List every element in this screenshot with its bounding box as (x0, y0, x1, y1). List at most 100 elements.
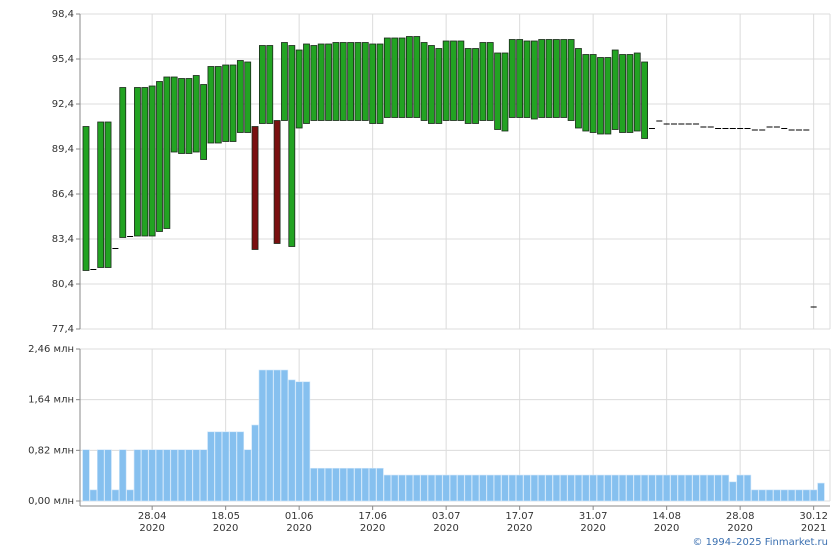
candle (759, 129, 766, 131)
bar (471, 474, 480, 502)
candle (656, 120, 663, 122)
x-tick-label: 17.07 (505, 511, 534, 522)
y-tick-label: 0,82 млн (28, 445, 74, 456)
candle (523, 40, 531, 118)
candle (597, 57, 604, 135)
bar (457, 474, 465, 502)
candle (413, 36, 421, 118)
candle (810, 306, 817, 308)
bar (390, 474, 399, 502)
bar (236, 431, 245, 502)
bar (126, 489, 134, 502)
bar (501, 474, 509, 502)
candle (803, 129, 810, 131)
bar (574, 474, 583, 502)
candle (354, 42, 362, 121)
bar (141, 449, 149, 502)
candle (611, 49, 619, 130)
candle (288, 45, 296, 247)
bar (655, 474, 664, 502)
candle (244, 61, 252, 133)
bar (493, 474, 502, 502)
bar (515, 474, 524, 502)
candle (148, 85, 156, 237)
candle (737, 128, 744, 129)
bar (479, 474, 487, 502)
y-tick-label: 77,4 (52, 324, 74, 335)
bar (221, 431, 230, 502)
bar (148, 449, 156, 502)
candle (457, 40, 465, 121)
bar (280, 369, 289, 502)
bar (273, 369, 281, 502)
candle (464, 48, 472, 124)
candle (200, 84, 208, 160)
candle (678, 123, 685, 125)
candle (693, 123, 700, 125)
candle (442, 40, 450, 121)
x-tick-label: 03.07 (432, 511, 461, 522)
candle (163, 76, 171, 229)
x-tick-label: 17.06 (358, 511, 387, 522)
candle (751, 129, 758, 131)
candle (619, 54, 626, 133)
candle (420, 42, 428, 121)
candle (781, 128, 788, 129)
bar (773, 489, 781, 502)
x-tick-label: 01.06 (285, 511, 314, 522)
candle (214, 66, 222, 144)
candle (773, 126, 780, 128)
bar (163, 449, 171, 502)
bar (596, 474, 605, 502)
candle (766, 126, 773, 128)
bar (185, 449, 193, 502)
x-tick-year: 2021 (801, 523, 826, 534)
bar (295, 381, 303, 502)
candle (295, 49, 303, 129)
bar (302, 381, 311, 502)
candle (361, 42, 369, 121)
candle (788, 129, 795, 131)
x-tick-year: 2020 (286, 523, 311, 534)
bar (817, 482, 825, 502)
candle (273, 120, 281, 244)
y-tick-label: 2,46 млн (28, 344, 74, 355)
bar (346, 467, 355, 502)
bar (266, 369, 274, 502)
bar (192, 449, 200, 502)
bar (82, 449, 90, 502)
candle (119, 87, 127, 238)
y-tick-label: 89,4 (52, 144, 74, 155)
bar (560, 474, 568, 502)
bar (589, 474, 597, 502)
bar (552, 474, 561, 502)
bar (435, 474, 443, 502)
candle (391, 37, 399, 118)
bar (251, 424, 259, 502)
bar (361, 467, 369, 502)
candle (700, 126, 707, 128)
candle (134, 87, 141, 237)
bar (119, 449, 127, 502)
candle (178, 78, 185, 154)
candle (310, 45, 318, 121)
bar (633, 474, 641, 502)
bar (339, 467, 347, 502)
bar (427, 474, 436, 502)
candle (258, 45, 266, 124)
candle (472, 48, 479, 124)
candle (663, 123, 670, 125)
candle (729, 128, 736, 129)
candle (369, 43, 377, 124)
bar (405, 474, 414, 502)
bar (604, 474, 612, 502)
candle (560, 39, 568, 118)
bar (758, 489, 766, 502)
bar (537, 474, 546, 502)
candle (405, 36, 413, 118)
candle (185, 78, 193, 154)
x-tick-label: 14.08 (652, 511, 681, 522)
bar (449, 474, 458, 502)
bar (104, 449, 112, 502)
x-tick-year: 2020 (213, 523, 238, 534)
